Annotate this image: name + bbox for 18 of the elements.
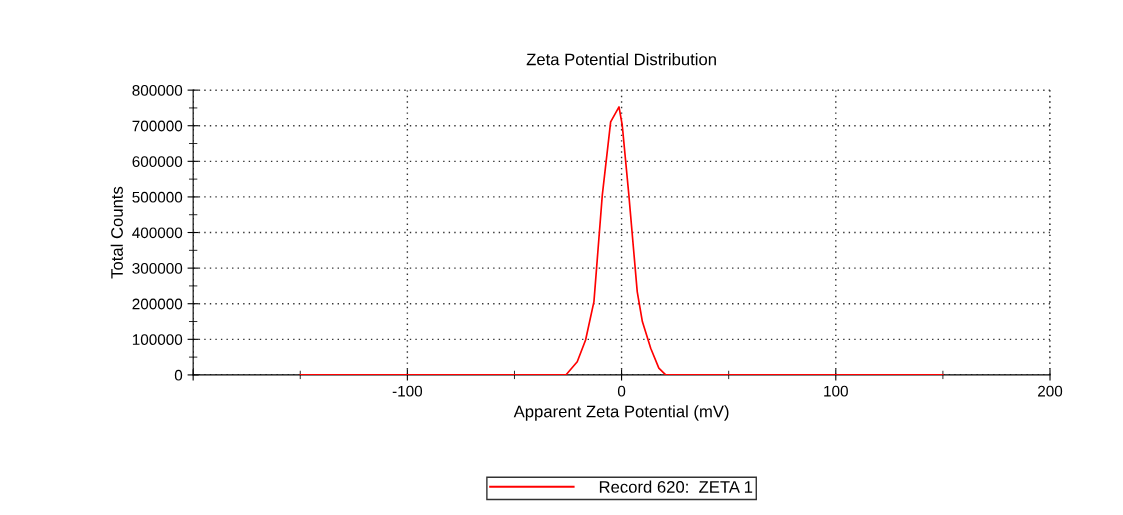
y-tick-label: 200000 (132, 298, 183, 310)
x-tick-label: 100 (824, 385, 848, 397)
y-tick-label: 800000 (132, 84, 183, 96)
legend-label: Record 620: ZETA 1 (599, 480, 753, 493)
line-series (299, 106, 944, 375)
x-axis-title: Apparent Zeta Potential (mV) (513, 405, 729, 421)
y-tick-label: 500000 (132, 191, 183, 203)
chart-title: Zeta Potential Distribution (526, 53, 716, 66)
x-tick-label: 0 (617, 385, 626, 397)
x-tick-label: 200 (1038, 385, 1063, 397)
y-tick-label: 600000 (132, 156, 183, 168)
y-tick-label: 400000 (132, 227, 183, 239)
x-tick-label: -100 (392, 385, 423, 397)
y-tick-label: 100000 (132, 334, 183, 346)
y-tick-label: 0 (174, 369, 183, 381)
y-tick-label: 300000 (132, 262, 183, 274)
y-tick-label: 700000 (132, 120, 183, 132)
y-axis-title: Total Counts (110, 186, 123, 279)
